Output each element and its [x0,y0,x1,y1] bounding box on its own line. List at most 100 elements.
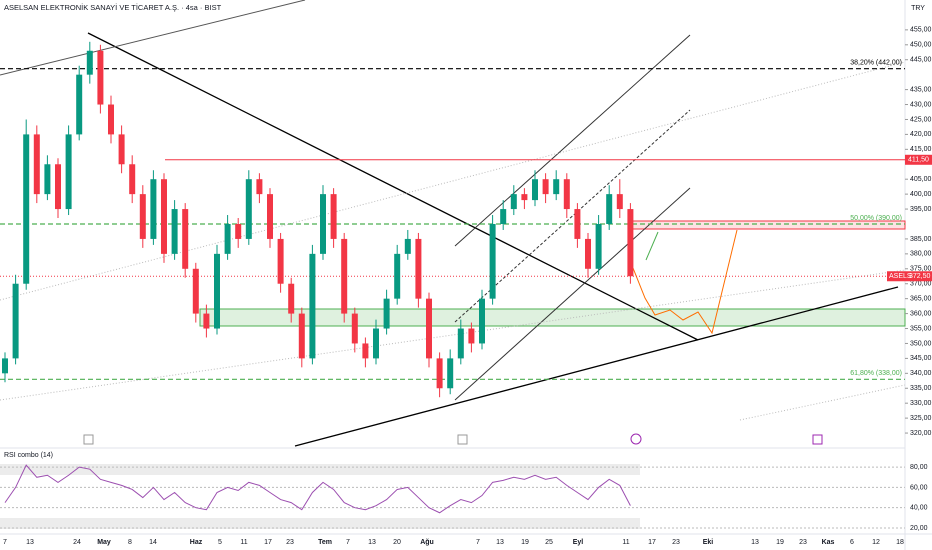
y-tick-label: 405,00 [910,176,932,183]
x-tick-label: Eki [703,539,714,546]
x-tick-label: 5 [218,539,222,546]
candle-body [97,50,104,105]
x-tick-label: 24 [73,539,81,546]
candle-body [627,209,634,277]
x-tick-label: Eyl [573,539,584,546]
event-marker [812,434,823,445]
candle-body [2,358,8,374]
level-price-label: 411,50 [908,157,929,164]
projection [632,229,738,335]
candle-body [510,194,517,210]
x-tick-label: 23 [799,539,807,546]
candle-body [23,134,30,284]
channel-line [454,34,691,247]
y-tick-label: 360,00 [910,310,932,317]
rsi-tick-label: 60,00 [910,484,928,491]
candle-body [489,223,496,299]
symbol-title: ASELSAN ELEKTRONİK SANAYİ VE TİCARET A.Ş… [4,3,222,12]
y-tick-label: 385,00 [910,236,932,243]
y-tick-label: 425,00 [910,116,932,123]
candle-body [86,50,93,75]
x-tick-label: 18 [896,539,904,546]
x-tick-label: 7 [3,539,7,546]
candle-body [585,238,591,269]
y-tick-label: 335,00 [910,385,932,392]
y-tick-label: 450,00 [910,42,932,49]
candle-body [118,134,125,165]
level-label: 61,80% (338,00) [850,370,902,377]
y-tick-label: 395,00 [910,206,932,213]
x-tick-label: 7 [476,539,480,546]
x-tick-label: Tem [318,539,332,546]
x-tick-label: 13 [26,539,34,546]
candle-body [468,328,475,344]
candle-body [245,179,252,239]
x-tick-label: 14 [149,539,157,546]
x-tick-label: 11 [622,539,629,546]
event-markers [83,433,823,445]
candle-body [383,298,390,329]
level-label: 50,00% (390,00) [850,215,902,222]
channel-line [454,187,691,401]
candle-body [298,313,305,359]
candle-body [574,209,581,239]
candle-body [214,253,220,329]
y-tick-label: 370,00 [910,281,932,288]
x-tick-label: 17 [264,539,272,546]
x-tick-label: 19 [776,539,784,546]
rsi-band [0,518,640,529]
y-tick-label: 345,00 [910,355,932,362]
level-label: 38,20% (442,00) [850,60,902,67]
event-marker [457,434,468,445]
y-tick-label: 340,00 [910,370,932,377]
event-marker [630,433,642,445]
candle-body [55,164,61,210]
event-marker [83,434,94,445]
candle-body [139,194,146,239]
candle-body [309,253,316,359]
x-tick-label: 13 [496,539,504,546]
y-tick-label: 350,00 [910,340,932,347]
candle-body [436,358,443,389]
y-tick-label: 455,00 [910,27,932,34]
rsi-line [4,464,631,514]
candle-body [595,223,602,269]
y-tick-label: 355,00 [910,325,932,332]
candle-body [12,283,19,359]
candle-body [341,238,348,314]
drawings [0,0,906,447]
candle-body [542,179,549,195]
y-tick-label: 415,00 [910,146,932,153]
candle-body [426,298,432,359]
last-price-label: 372,50 [909,273,931,280]
x-tick-label: Kas [822,539,835,546]
candle-body [161,179,167,254]
trend-line [0,0,306,76]
candle-body [521,194,528,201]
candle-body [479,298,485,344]
candle-body [320,194,326,254]
candle-body [330,194,337,239]
candle-body [129,164,136,195]
x-tick-label: 23 [672,539,680,546]
candle-body [532,179,538,201]
x-tick-label: Ağu [420,539,434,546]
candle-body [171,209,178,254]
trend-line [87,32,699,341]
candle-body [394,253,401,299]
candle-body [553,179,560,195]
rsi-title: RSI combo (14) [4,452,53,459]
y-tick-label: 445,00 [910,57,932,64]
candle-body [277,238,284,284]
x-tick-label: 23 [286,539,294,546]
candle-body [616,194,623,210]
x-tick-label: 13 [368,539,376,546]
x-tick-label: Haz [190,539,203,546]
x-tick-label: 11 [240,539,247,546]
candle-body [457,328,464,359]
candle-body [235,223,242,239]
x-tick-label: 13 [751,539,759,546]
candle-body [415,238,422,299]
